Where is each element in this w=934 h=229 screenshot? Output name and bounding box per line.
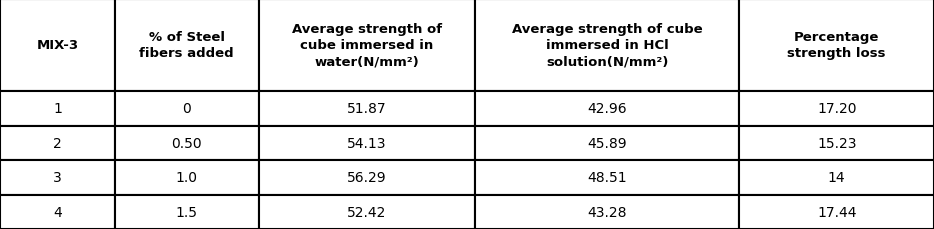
Text: 0: 0 bbox=[182, 102, 191, 116]
Bar bbox=[740, 92, 934, 126]
Text: 43.28: 43.28 bbox=[587, 205, 627, 219]
Text: 1.0: 1.0 bbox=[176, 171, 198, 184]
Text: 15.23: 15.23 bbox=[817, 136, 856, 150]
Bar bbox=[740, 160, 934, 195]
Bar bbox=[259, 126, 474, 160]
Text: 14: 14 bbox=[828, 171, 845, 184]
Text: 1: 1 bbox=[53, 102, 62, 116]
Text: 4: 4 bbox=[53, 205, 62, 219]
Bar bbox=[474, 195, 740, 229]
Bar bbox=[740, 195, 934, 229]
Bar bbox=[259, 92, 474, 126]
Bar bbox=[259, 160, 474, 195]
Bar bbox=[259, 195, 474, 229]
Text: 48.51: 48.51 bbox=[587, 171, 627, 184]
Bar bbox=[115, 92, 259, 126]
Bar bbox=[740, 0, 934, 92]
Text: 3: 3 bbox=[53, 171, 62, 184]
Bar bbox=[115, 195, 259, 229]
Text: MIX-3: MIX-3 bbox=[36, 39, 78, 52]
Text: 1.5: 1.5 bbox=[176, 205, 198, 219]
Text: 52.42: 52.42 bbox=[347, 205, 387, 219]
Text: 2: 2 bbox=[53, 136, 62, 150]
Text: 56.29: 56.29 bbox=[347, 171, 387, 184]
Text: 17.20: 17.20 bbox=[817, 102, 856, 116]
Bar bbox=[115, 160, 259, 195]
Bar bbox=[474, 0, 740, 92]
Text: 42.96: 42.96 bbox=[587, 102, 627, 116]
Bar bbox=[0, 0, 115, 92]
Text: % of Steel
fibers added: % of Steel fibers added bbox=[139, 31, 234, 60]
Text: 0.50: 0.50 bbox=[172, 136, 202, 150]
Text: Average strength of
cube immersed in
water(N/mm²): Average strength of cube immersed in wat… bbox=[291, 23, 442, 68]
Bar bbox=[474, 92, 740, 126]
Bar bbox=[0, 160, 115, 195]
Bar bbox=[740, 126, 934, 160]
Text: 54.13: 54.13 bbox=[347, 136, 387, 150]
Text: 17.44: 17.44 bbox=[817, 205, 856, 219]
Bar bbox=[474, 126, 740, 160]
Text: 51.87: 51.87 bbox=[347, 102, 387, 116]
Bar bbox=[0, 126, 115, 160]
Text: 45.89: 45.89 bbox=[587, 136, 627, 150]
Text: Percentage
strength loss: Percentage strength loss bbox=[787, 31, 886, 60]
Bar bbox=[0, 92, 115, 126]
Bar bbox=[115, 0, 259, 92]
Bar bbox=[474, 160, 740, 195]
Bar bbox=[115, 126, 259, 160]
Bar bbox=[0, 195, 115, 229]
Text: Average strength of cube
immersed in HCl
solution(N/mm²): Average strength of cube immersed in HCl… bbox=[512, 23, 702, 68]
Bar bbox=[259, 0, 474, 92]
